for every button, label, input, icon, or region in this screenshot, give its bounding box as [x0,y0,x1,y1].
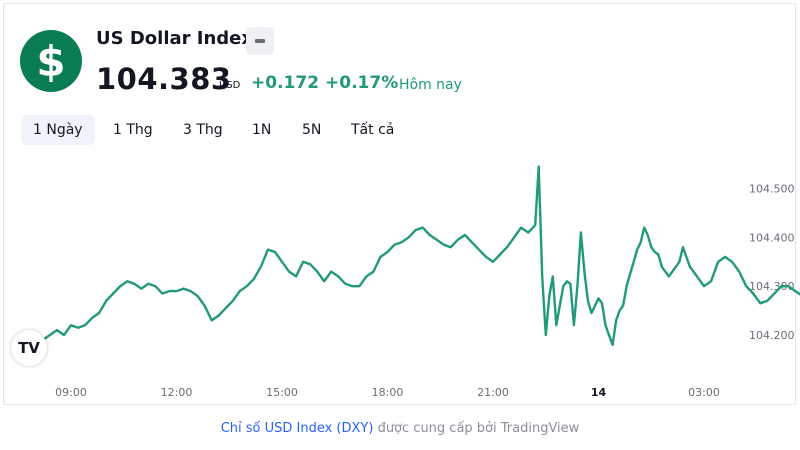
x-axis: 09:00 12:00 15:00 18:00 21:00 14 03:00 [55,386,720,399]
y-axis: 104.200 104.300 104.400 104.500 [749,183,795,342]
tab-1-year[interactable]: 1N [252,122,272,138]
chart-card [3,3,796,405]
y-tick-label: 104.500 [749,183,795,196]
attribution-text: được cung cấp bởi TradingView [373,421,580,436]
x-tick-label: 03:00 [688,386,720,399]
x-tick-label: 14 [591,386,607,399]
dxy-link[interactable]: Chỉ số USD Index (DXY) [220,421,374,436]
period-label: Hôm nay [399,77,462,93]
tab-1-day[interactable]: 1 Ngày [21,115,95,145]
currency-label: USD [219,80,241,91]
x-tick-label: 15:00 [266,386,298,399]
y-tick-label: 104.300 [749,280,795,293]
price-line [20,165,800,349]
price-change-percent: +0.17% [325,73,399,93]
x-tick-label: 18:00 [372,386,404,399]
tab-all[interactable]: Tất cả [351,122,395,138]
y-tick-label: 104.200 [749,329,795,342]
dollar-logo-icon: $ [20,30,82,92]
x-tick-label: 21:00 [477,386,509,399]
tab-3-months[interactable]: 3 Thg [183,122,223,138]
y-tick-label: 104.400 [749,231,795,244]
x-tick-label: 09:00 [55,386,87,399]
instrument-title: US Dollar Index [96,28,253,49]
attribution: Chỉ số USD Index (DXY) được cung cấp bởi… [0,421,800,436]
x-tick-label: 12:00 [161,386,193,399]
tab-1-month[interactable]: 1 Thg [113,122,153,138]
tab-5-years[interactable]: 5N [302,122,322,138]
price-change: +0.172 [251,73,320,93]
collapse-button[interactable] [246,27,274,55]
minus-icon [255,39,265,43]
tradingview-logo-icon[interactable]: TV [11,330,47,366]
current-price: 104.383 [96,62,232,96]
